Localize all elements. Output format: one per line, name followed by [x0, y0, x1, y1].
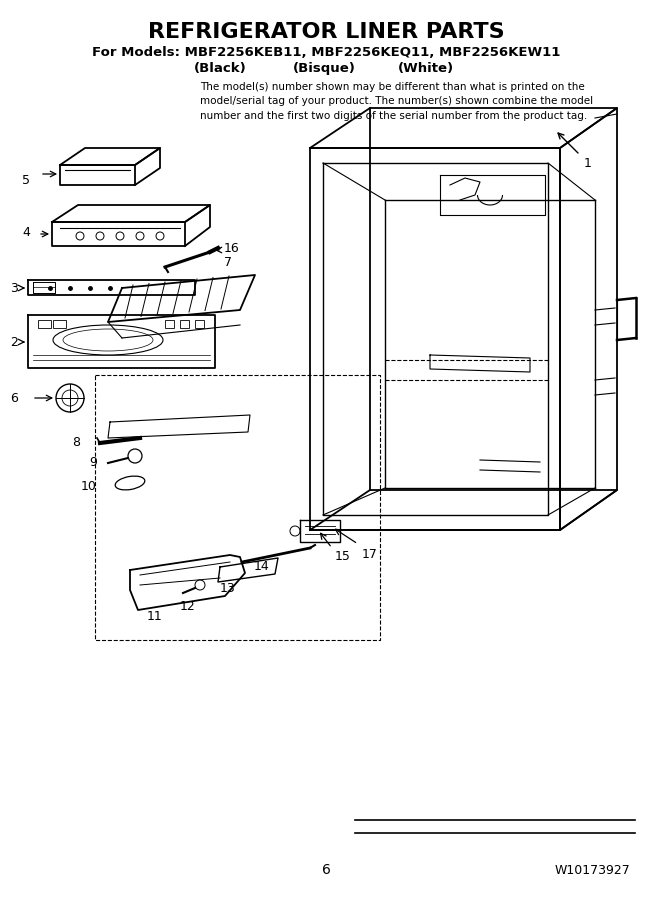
Text: 14: 14: [254, 560, 270, 573]
Text: The model(s) number shown may be different than what is printed on the
model/ser: The model(s) number shown may be differe…: [200, 82, 593, 121]
Text: (Black): (Black): [194, 62, 246, 75]
Text: 6: 6: [10, 392, 18, 404]
Text: 3: 3: [10, 282, 18, 294]
Text: 4: 4: [22, 226, 30, 239]
Text: 15: 15: [335, 550, 351, 563]
Text: 7: 7: [224, 256, 232, 269]
Text: 16: 16: [224, 241, 240, 255]
Text: W10173927: W10173927: [554, 863, 630, 877]
Text: 17: 17: [362, 548, 378, 561]
Text: REFRIGERATOR LINER PARTS: REFRIGERATOR LINER PARTS: [148, 22, 504, 42]
Text: 8: 8: [72, 436, 80, 449]
Bar: [180, 320, 189, 328]
Bar: [195, 320, 204, 328]
Text: (Bisque): (Bisque): [293, 62, 355, 75]
Text: 13: 13: [220, 582, 236, 595]
Text: (White): (White): [398, 62, 454, 75]
Bar: [53, 320, 66, 328]
Text: 11: 11: [147, 610, 163, 623]
Bar: [165, 320, 174, 328]
Text: 5: 5: [22, 174, 30, 186]
Text: 2: 2: [10, 336, 18, 348]
Text: 12: 12: [180, 600, 196, 613]
Text: For Models: MBF2256KEB11, MBF2256KEQ11, MBF2256KEW11: For Models: MBF2256KEB11, MBF2256KEQ11, …: [92, 46, 560, 59]
Bar: [38, 320, 51, 328]
Text: 10: 10: [81, 480, 97, 492]
Text: 6: 6: [321, 863, 331, 877]
Text: 1: 1: [584, 157, 592, 170]
Text: 9: 9: [89, 456, 97, 470]
